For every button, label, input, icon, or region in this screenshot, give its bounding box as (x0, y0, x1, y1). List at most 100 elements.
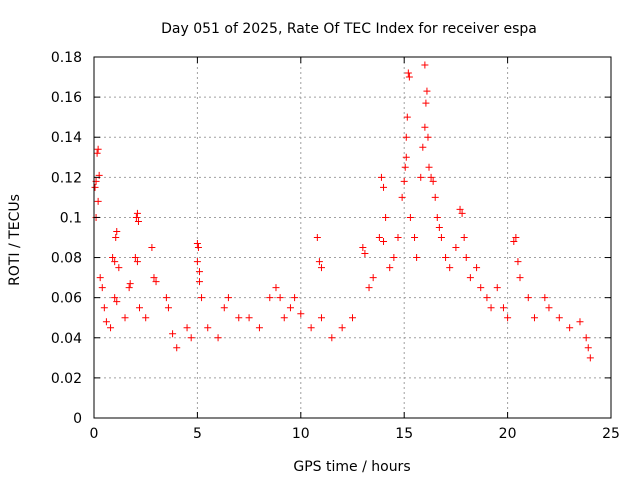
data-point (402, 153, 410, 161)
data-point (584, 344, 592, 352)
data-point (198, 294, 206, 302)
x-tick-label: 10 (292, 426, 310, 442)
data-point (460, 234, 468, 241)
data-point (510, 238, 518, 246)
data-point (98, 284, 106, 292)
data-point (317, 314, 325, 322)
data-point (419, 143, 427, 151)
data-point (437, 234, 445, 241)
data-point (173, 344, 181, 352)
data-point (150, 274, 158, 282)
data-point (132, 213, 140, 221)
data-point (406, 213, 414, 221)
data-point (107, 324, 115, 332)
data-point (113, 227, 121, 235)
data-point (429, 177, 437, 185)
data-point (224, 294, 232, 302)
data-point (187, 334, 195, 342)
data-point (403, 113, 411, 121)
y-tick-label: 0.12 (51, 170, 82, 186)
data-point (422, 99, 430, 107)
data-point (142, 314, 150, 322)
data-point (365, 284, 373, 292)
data-point (424, 133, 432, 141)
data-point (400, 177, 408, 185)
data-point (427, 173, 435, 181)
data-point (359, 244, 367, 252)
y-tick-label: 0 (73, 411, 82, 427)
data-point (423, 87, 431, 95)
data-point (421, 61, 429, 69)
data-point (133, 258, 141, 266)
data-point (134, 217, 142, 225)
data-point (398, 193, 406, 201)
data-point (266, 294, 274, 302)
data-point (377, 173, 385, 181)
data-point (195, 278, 203, 286)
y-tick-label: 0.18 (51, 50, 82, 66)
data-point (380, 238, 388, 246)
data-point (276, 294, 284, 302)
y-tick-label: 0.04 (51, 331, 82, 347)
x-tick-label: 20 (499, 426, 517, 442)
data-point (386, 264, 394, 272)
data-point (91, 183, 99, 191)
data-point (94, 197, 102, 205)
data-point (94, 145, 102, 153)
data-point (433, 213, 441, 221)
chart-title: Day 051 of 2025, Rate Of TEC Index for r… (161, 21, 537, 37)
data-point (483, 294, 491, 302)
data-point (375, 234, 383, 241)
data-point (131, 254, 139, 262)
data-point (193, 258, 201, 266)
data-point (417, 173, 425, 181)
data-point (291, 294, 299, 302)
data-point (545, 304, 553, 312)
x-tick-label: 25 (602, 426, 620, 442)
data-point (152, 278, 160, 286)
data-point (458, 209, 466, 217)
data-point (473, 264, 481, 272)
data-point (404, 69, 412, 77)
data-point (125, 284, 133, 292)
data-point (390, 254, 398, 262)
data-point (512, 234, 520, 241)
data-point (586, 354, 594, 362)
data-point (369, 274, 377, 282)
data-point (456, 205, 464, 213)
data-point (541, 294, 549, 302)
data-point (121, 314, 129, 322)
data-point (514, 258, 522, 266)
plot-frame (93, 56, 612, 419)
data-point (313, 234, 321, 241)
data-point (220, 304, 228, 312)
data-point (446, 264, 454, 272)
data-point (477, 284, 485, 292)
y-tick-label: 0.16 (51, 90, 82, 106)
data-point (245, 314, 253, 322)
data-point (413, 254, 421, 262)
data-point (135, 304, 143, 312)
data-point (286, 304, 294, 312)
data-point (338, 324, 346, 332)
y-tick-label: 0.06 (51, 291, 82, 307)
data-point (566, 324, 574, 332)
data-point (195, 268, 203, 276)
data-point (504, 314, 512, 322)
data-point (133, 209, 141, 217)
y-tick-label: 0.1 (60, 210, 82, 226)
data-point (435, 223, 443, 231)
data-point (100, 304, 108, 312)
y-tick-label: 0.08 (51, 251, 82, 267)
data-point (115, 264, 123, 272)
data-point (272, 284, 280, 292)
data-point (452, 244, 460, 252)
data-point (164, 304, 172, 312)
data-point (112, 234, 120, 241)
x-tick-label: 5 (193, 426, 202, 442)
y-tick-label: 0.14 (51, 130, 82, 146)
data-point (394, 234, 402, 241)
data-point (328, 334, 336, 342)
data-point (530, 314, 538, 322)
